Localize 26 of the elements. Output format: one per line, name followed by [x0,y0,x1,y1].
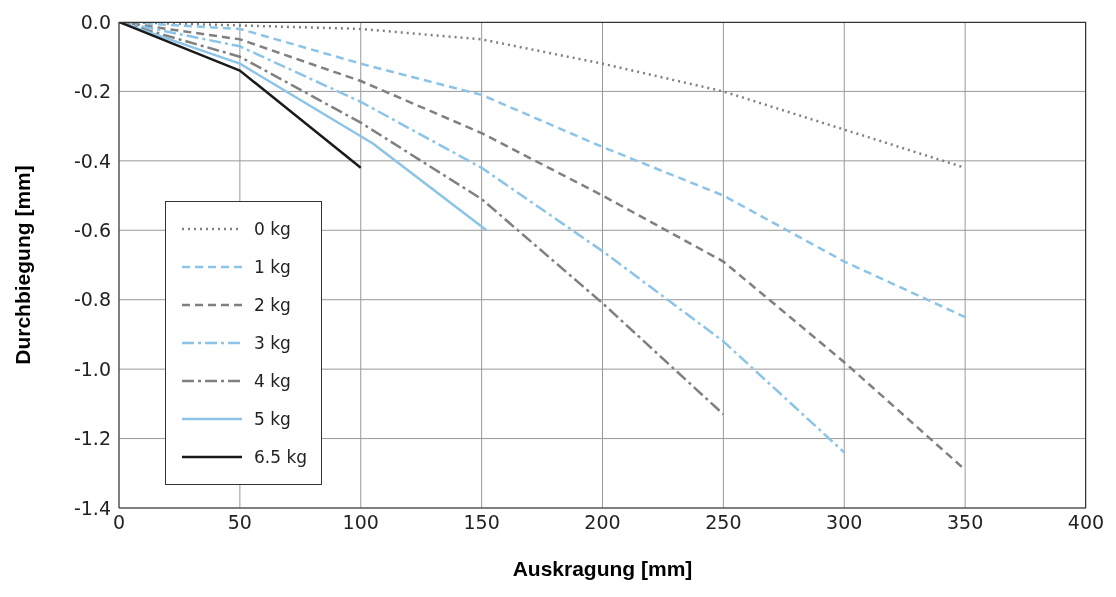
legend-label: 1 kg [254,257,291,277]
legend-label: 2 kg [254,295,291,315]
y-tick-label: -1.4 [73,496,111,519]
x-tick-label: 150 [463,511,500,534]
y-tick-label: -0.2 [73,80,111,103]
legend-label: 5 kg [254,409,291,429]
x-tick-label: 350 [946,511,984,534]
legend-label: 0 kg [254,219,291,239]
x-tick-label: 100 [342,511,379,534]
x-axis-title: Auskragung [mm] [512,557,693,580]
y-axis-title: Durchbiegung [mm] [11,165,35,365]
legend-label: 3 kg [254,333,291,353]
y-tick-label: -0.8 [73,288,111,311]
x-tick-label: 400 [1067,511,1105,534]
legend-label: 4 kg [254,371,291,391]
y-tick-label: -1.0 [73,357,111,380]
y-tick-label: -1.2 [73,427,111,450]
legend-label: 6.5 kg [254,447,308,467]
x-tick-label: 50 [227,511,252,534]
x-tick-label: 250 [705,511,742,534]
y-tick-label: -0.4 [73,149,111,172]
x-tick-label: 200 [584,511,621,534]
x-tick-label: 300 [826,511,863,534]
y-tick-label: 0.0 [80,10,111,33]
x-tick-label: 0 [112,511,126,534]
y-tick-label: -0.6 [73,219,111,242]
